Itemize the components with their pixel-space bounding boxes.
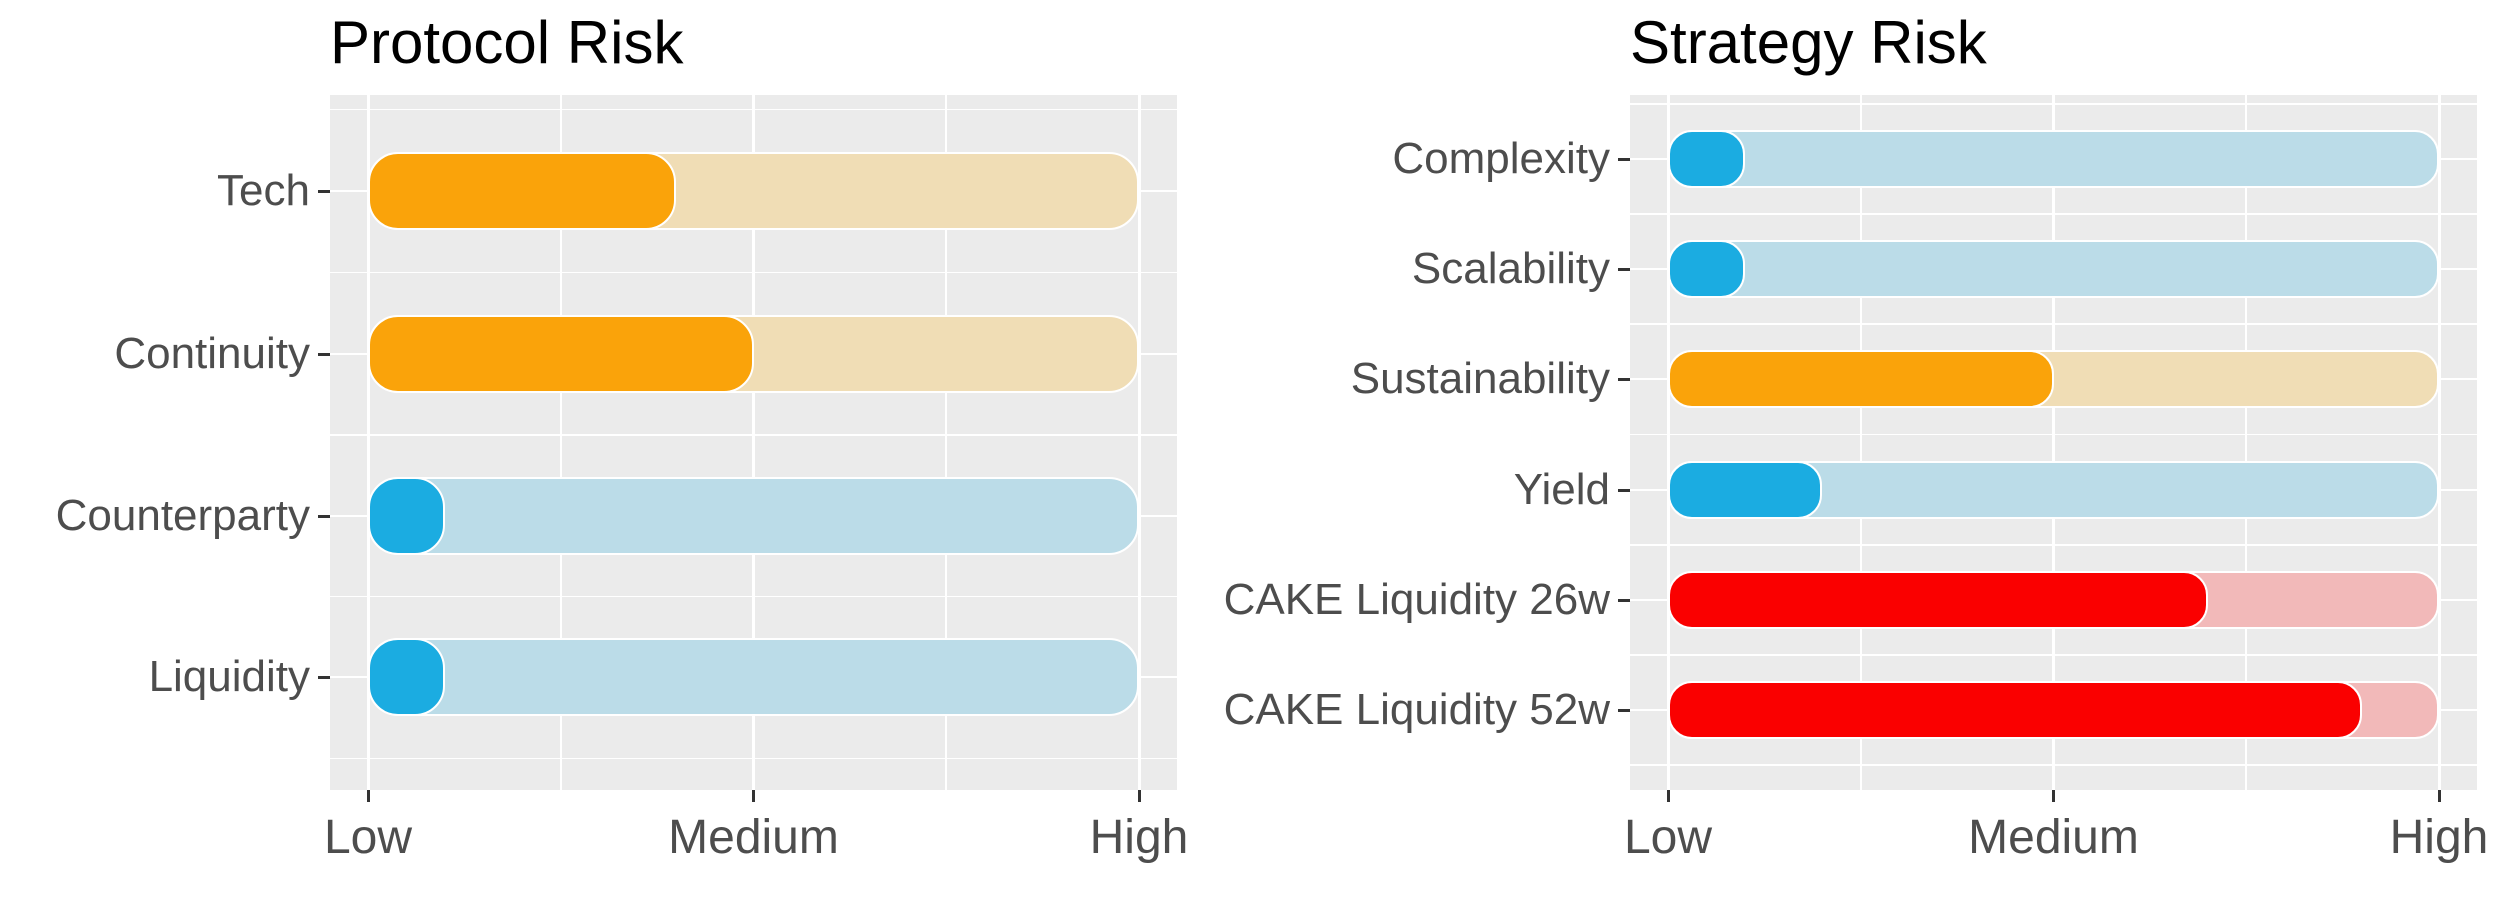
gridline-minor-horizontal	[330, 271, 1177, 274]
x-axis-tick	[366, 790, 370, 802]
x-axis-tick	[752, 790, 755, 802]
risk-bar-cake-liquidity-52w	[1668, 681, 2362, 739]
chart-title-strategy-risk: Strategy Risk	[1630, 9, 1987, 76]
risk-bar-yield	[1668, 461, 1823, 519]
category-label-continuity: Continuity	[114, 329, 310, 378]
y-axis-tick	[1618, 488, 1630, 492]
gridline-major-vertical	[1666, 95, 1670, 790]
y-axis-tick	[1618, 157, 1630, 161]
gridline-major-vertical	[366, 95, 370, 790]
y-axis-tick	[1618, 708, 1630, 712]
x-axis-tick	[1666, 790, 1670, 802]
x-tick-label-medium: Medium	[668, 811, 839, 864]
category-label-counterparty: Counterparty	[55, 491, 310, 540]
x-tick-label-low: Low	[323, 811, 413, 864]
category-label-tech: Tech	[217, 166, 310, 215]
chart-title-protocol-risk: Protocol Risk	[330, 9, 684, 76]
gridline-minor-vertical	[1859, 95, 1862, 790]
y-axis-tick	[1618, 598, 1630, 602]
category-label-cake-liquidity-26w: CAKE Liquidity 26w	[1223, 575, 1610, 624]
category-label-cake-liquidity-52w: CAKE Liquidity 52w	[1223, 685, 1610, 734]
risk-track-scalability	[1668, 240, 2439, 298]
x-tick-label-medium: Medium	[1968, 811, 2139, 864]
risk-bar-liquidity	[368, 638, 446, 716]
x-axis-tick	[1137, 790, 1141, 802]
x-axis-tick	[2437, 790, 2441, 802]
risk-bar-continuity	[368, 315, 754, 393]
risk-track-liquidity	[368, 638, 1139, 716]
gridline-minor-horizontal	[1630, 764, 2477, 766]
gridline-minor-horizontal	[1630, 433, 2477, 436]
y-axis-tick	[318, 189, 330, 193]
gridline-minor-vertical	[2245, 95, 2248, 790]
y-axis-tick	[318, 675, 330, 679]
gridline-major-vertical	[2437, 95, 2441, 790]
category-label-sustainability: Sustainability	[1350, 354, 1610, 403]
risk-track-counterparty	[368, 477, 1139, 555]
category-label-liquidity: Liquidity	[148, 652, 310, 701]
category-label-yield: Yield	[1513, 465, 1610, 514]
risk-track-complexity	[1668, 130, 2439, 188]
risk-bar-sustainability	[1668, 350, 2054, 408]
category-label-complexity: Complexity	[1392, 134, 1610, 183]
x-tick-label-high: High	[2389, 811, 2489, 864]
gridline-minor-horizontal	[1630, 213, 2477, 215]
gridline-minor-horizontal	[330, 595, 1177, 598]
gridline-minor-horizontal	[1630, 103, 2477, 105]
gridline-minor-horizontal	[330, 757, 1177, 760]
y-axis-tick	[1618, 267, 1630, 271]
risk-bar-scalability	[1668, 240, 1746, 298]
gridline-minor-horizontal	[1630, 323, 2477, 325]
gridline-major-vertical	[752, 95, 755, 790]
x-tick-label-low: Low	[1623, 811, 1713, 864]
risk-bar-complexity	[1668, 130, 1746, 188]
risk-bar-tech	[368, 152, 677, 230]
risk-bar-counterparty	[368, 477, 446, 555]
gridline-minor-horizontal	[1630, 654, 2477, 656]
category-label-scalability: Scalability	[1411, 244, 1610, 293]
gridline-minor-horizontal	[1630, 544, 2477, 546]
gridline-minor-vertical	[559, 95, 562, 790]
gridline-minor-horizontal	[330, 434, 1177, 436]
y-axis-tick	[318, 352, 330, 356]
gridline-major-vertical	[1137, 95, 1141, 790]
y-axis-tick	[318, 514, 330, 518]
x-axis-tick	[2052, 790, 2055, 802]
y-axis-tick	[1618, 377, 1630, 381]
x-tick-label-high: High	[1089, 811, 1189, 864]
risk-bar-cake-liquidity-26w	[1668, 571, 2208, 629]
gridline-minor-horizontal	[330, 108, 1177, 111]
gridline-minor-vertical	[945, 95, 948, 790]
gridline-major-vertical	[2052, 95, 2055, 790]
